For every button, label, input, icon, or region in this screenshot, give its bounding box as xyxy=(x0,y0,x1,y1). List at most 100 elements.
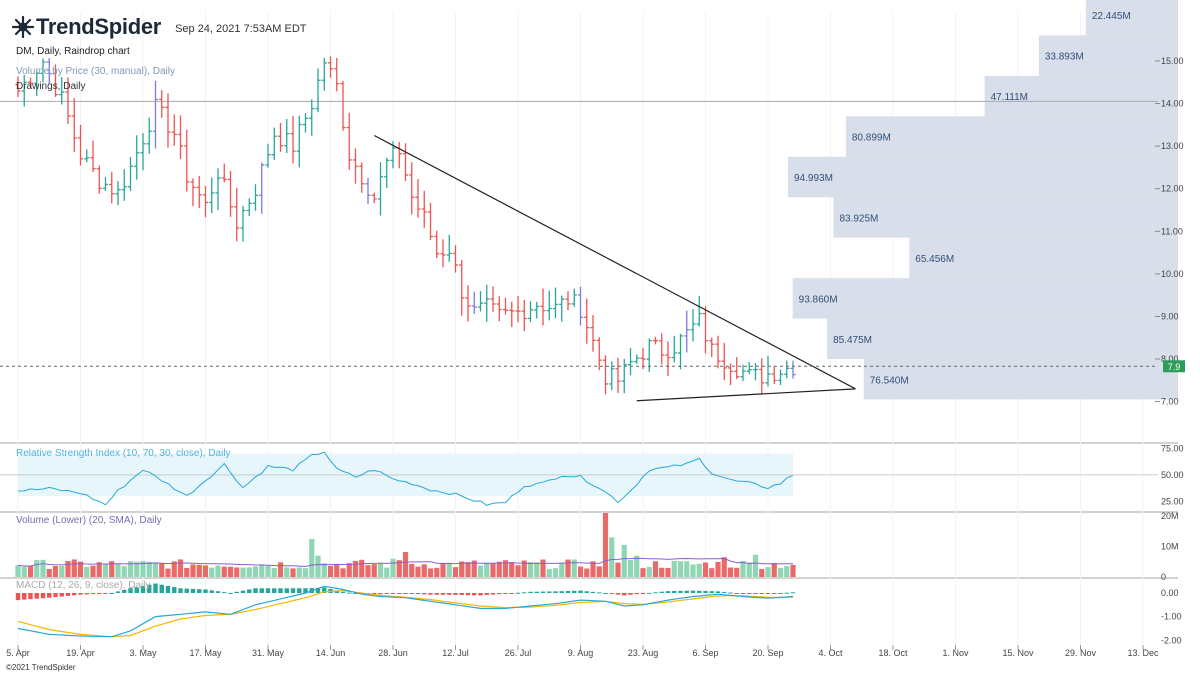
macd-histogram-bar xyxy=(28,593,33,600)
macd-histogram-bar xyxy=(559,591,564,593)
macd-histogram-bar xyxy=(184,588,189,593)
volume-bar xyxy=(540,559,546,577)
macd-histogram-bar xyxy=(65,593,71,596)
macd-histogram-bar xyxy=(84,593,89,595)
volume-bar xyxy=(177,559,184,577)
volume-bar xyxy=(627,560,634,577)
vbp-label: 47.111M xyxy=(991,92,1028,103)
volume-bar xyxy=(434,567,440,577)
macd-histogram-bar xyxy=(428,593,433,595)
macd-histogram-bar xyxy=(447,593,452,595)
date-label: 5. Apr xyxy=(6,648,30,658)
macd-histogram-bar xyxy=(647,592,652,594)
volume-tick-label: 0 xyxy=(1161,572,1166,582)
price-tick-label: 12.00 xyxy=(1161,184,1184,194)
drawings-label[interactable]: Drawings, Daily xyxy=(16,81,86,92)
macd-histogram-bar xyxy=(753,593,758,594)
volume-bar xyxy=(321,563,327,577)
volume-bar xyxy=(609,537,615,577)
macd-histogram-bar xyxy=(197,589,202,593)
vbp-label[interactable]: Volume by Price (30, manual), Daily xyxy=(16,66,175,77)
date-label: 14. Jun xyxy=(316,648,346,658)
volume-bar xyxy=(377,562,384,577)
volume-bar xyxy=(677,561,684,577)
volume-bar xyxy=(690,564,696,577)
date-label: 19. Apr xyxy=(66,648,95,658)
volume-bar xyxy=(390,558,396,577)
volume-bar xyxy=(227,566,234,577)
macd-histogram-bar xyxy=(297,588,302,593)
macd-histogram-bar xyxy=(59,593,64,597)
volume-bar xyxy=(496,561,502,577)
date-label: 13. Dec xyxy=(1127,648,1159,658)
volume-bar xyxy=(221,566,227,577)
date-label: 4. Oct xyxy=(818,648,843,658)
header: TrendSpider Sep 24, 2021 7:53AM EDT xyxy=(10,14,307,40)
price-axis: 7.00 8.00 9.00 10.00 11.00 12.00 13.00 14.00 15.… xyxy=(0,56,1184,407)
volume-bar xyxy=(565,559,571,577)
volume-bar xyxy=(759,569,765,577)
volume-bar xyxy=(65,560,71,577)
macd-histogram-bar xyxy=(553,591,558,593)
volume-bar xyxy=(215,565,221,577)
volume-bar xyxy=(246,567,252,577)
volume-bar xyxy=(134,561,140,577)
volume-bar xyxy=(684,561,690,577)
volume-bar xyxy=(777,567,784,577)
volume-bar xyxy=(784,566,790,577)
volume-bar xyxy=(84,567,90,577)
macd-histogram-bar xyxy=(678,590,683,593)
volume-bar xyxy=(771,563,777,577)
rsi-tick-label: 75.00 xyxy=(1161,443,1184,453)
volume-bar xyxy=(552,568,559,577)
macd-histogram-bar xyxy=(340,591,346,593)
volume-bar xyxy=(159,563,165,577)
volume-bar xyxy=(202,565,209,577)
price-tick-label: 8.00 xyxy=(1161,354,1179,364)
macd-histogram-bar xyxy=(140,585,146,593)
volume-bar xyxy=(396,560,402,577)
date-label: 29. Nov xyxy=(1065,648,1097,658)
volume-bar xyxy=(727,567,734,577)
volume-bar xyxy=(102,563,109,577)
macd-histogram-bar xyxy=(728,592,733,594)
volume-bar xyxy=(327,565,334,577)
volume-bar xyxy=(90,565,96,577)
volume-bar xyxy=(640,568,646,577)
macd-label[interactable]: MACD (12, 26, 9, close), Daily xyxy=(16,580,151,591)
date-label: 28. Jun xyxy=(378,648,408,658)
macd-histogram-bar xyxy=(159,584,164,593)
volume-bar xyxy=(277,562,284,577)
volume-label[interactable]: Volume (Lower) (20, SMA), Daily xyxy=(16,515,162,526)
vbp-label: 33.893M xyxy=(1045,52,1084,63)
volume-bar xyxy=(509,562,515,577)
volume-bar xyxy=(634,555,640,577)
macd-tick-label: -1.00 xyxy=(1161,612,1182,622)
macd-histogram-bar xyxy=(397,593,402,594)
last-price-label: 7.9 xyxy=(1168,362,1181,372)
macd-histogram-bar xyxy=(403,593,408,594)
macd-histogram-bar xyxy=(265,588,271,593)
macd-histogram-bar xyxy=(503,593,508,594)
volume-panel: 20M 10M 0 xyxy=(15,511,1179,582)
volume-bar xyxy=(252,566,259,577)
macd-histogram-bar xyxy=(515,592,521,594)
macd-histogram-bar xyxy=(709,591,714,593)
macd-histogram-bar xyxy=(490,593,496,595)
volume-bar xyxy=(577,566,584,577)
date-label: 6. Sep xyxy=(692,648,718,658)
date-label: 15. Nov xyxy=(1002,648,1034,658)
vbp-label: 76.540M xyxy=(870,375,909,386)
volume-bar xyxy=(515,565,521,577)
vbp-bar xyxy=(827,318,1178,360)
rsi-label[interactable]: Relative Strength Index (10, 70, 30, clo… xyxy=(16,448,231,459)
vbp-bar xyxy=(909,237,1178,279)
volume-bar xyxy=(615,562,621,577)
vbp-label: 80.899M xyxy=(852,133,891,144)
macd-histogram-bar xyxy=(315,587,321,593)
price-candles xyxy=(15,56,796,395)
volume-bar xyxy=(427,568,434,577)
macd-histogram-bar xyxy=(72,593,77,596)
volume-bar xyxy=(746,562,752,577)
